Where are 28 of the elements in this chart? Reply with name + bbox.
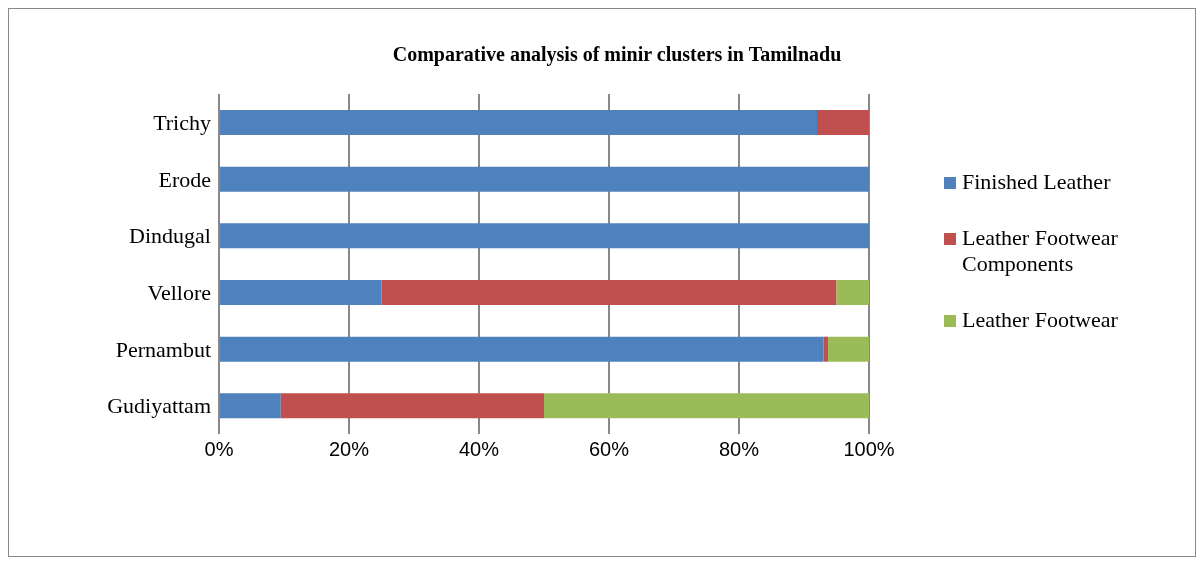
bar — [381, 280, 837, 305]
x-tick-label: 100% — [843, 438, 895, 461]
x-tick-label: 20% — [328, 438, 370, 461]
x-tick-label: 40% — [458, 438, 500, 461]
x-tick-label: 60% — [588, 438, 630, 461]
bar — [544, 393, 869, 419]
y-tick-label: Pernambut — [115, 336, 211, 362]
bar — [219, 223, 869, 249]
bar — [219, 166, 869, 192]
bar — [219, 336, 824, 362]
bar — [828, 336, 869, 362]
chart-title: Comparative analysis of minir clusters in Tamilnadu — [391, 43, 843, 66]
y-tick-label: Trichy — [153, 110, 211, 136]
bar — [836, 280, 869, 305]
bar — [219, 280, 382, 305]
legend-label: Leather Footwear — [962, 307, 1118, 333]
y-tick-label: Gudiyattam — [107, 393, 211, 419]
bar — [817, 110, 869, 135]
x-tick-label: 80% — [718, 438, 760, 461]
y-tick-label: Dindugal — [129, 223, 211, 249]
legend-label: Finished Leather — [962, 169, 1111, 195]
y-tick-label: Vellore — [147, 280, 211, 306]
y-tick-label: Erode — [158, 166, 211, 192]
bar — [219, 393, 281, 419]
bar — [280, 393, 544, 419]
x-tick-label: 0% — [204, 438, 234, 461]
legend-label: Leather Footwear Components — [962, 225, 1119, 277]
bar — [219, 110, 817, 135]
